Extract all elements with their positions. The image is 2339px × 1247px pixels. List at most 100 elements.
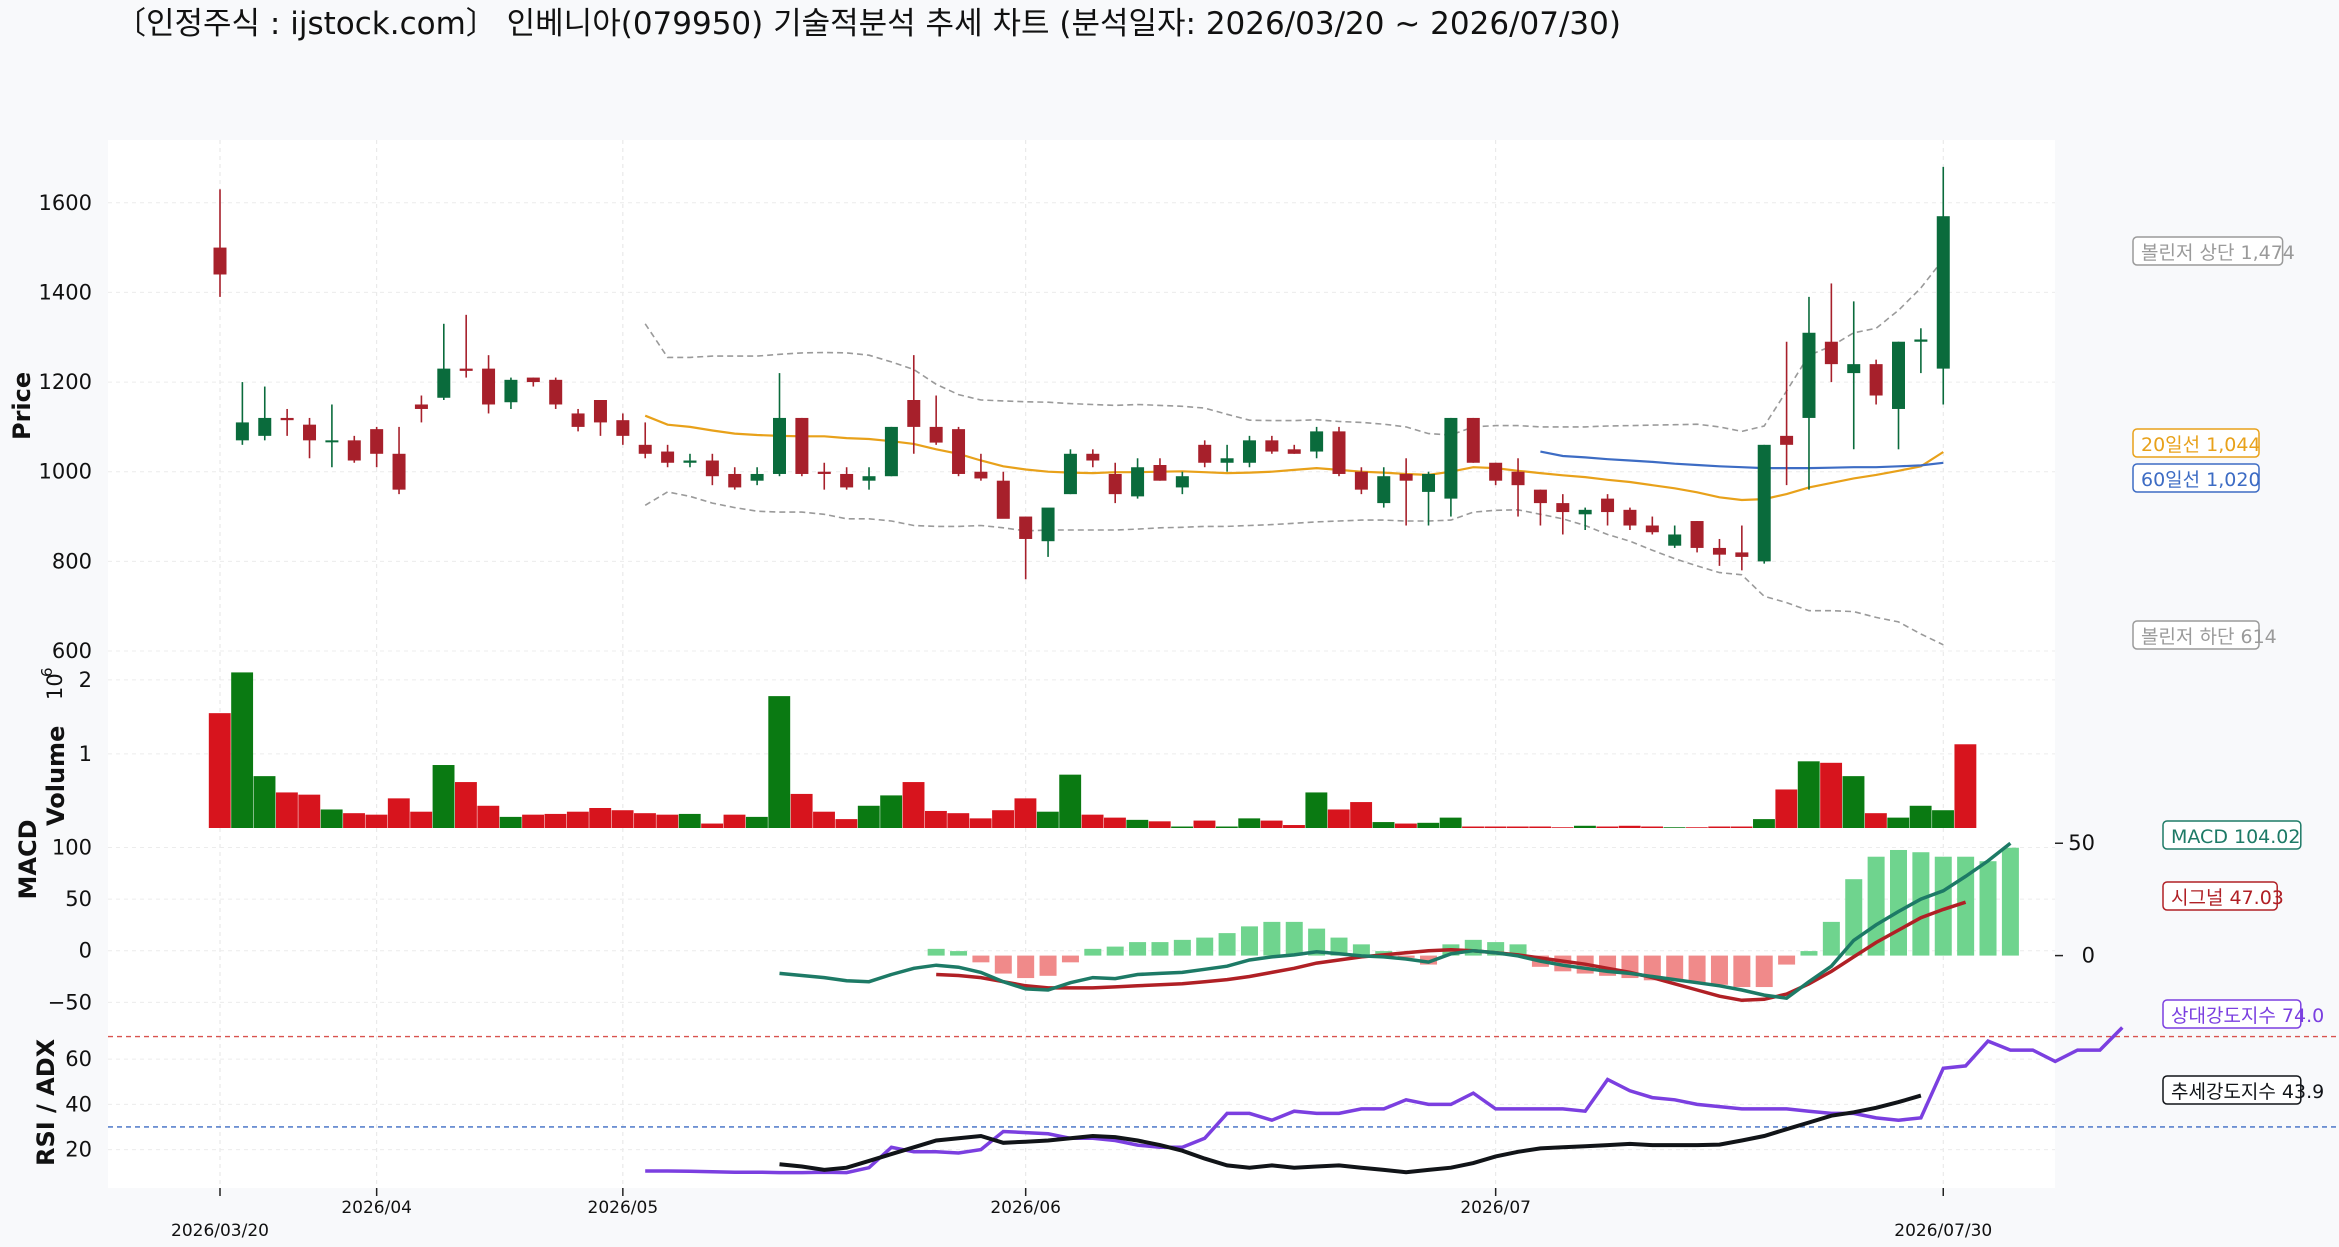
signal-value-label: 시그널 47.03	[2162, 881, 2284, 911]
volume-bar	[1283, 825, 1305, 828]
candle-body	[862, 476, 876, 481]
volume-bar	[1551, 827, 1574, 828]
candle-body	[907, 400, 921, 427]
price-axis-label: Price	[8, 372, 36, 440]
candle-body	[303, 424, 317, 441]
volume-bar	[1842, 776, 1865, 828]
macd-histogram-bar	[1710, 955, 1728, 985]
macd-hist-tick-label: 50	[2068, 831, 2095, 855]
candle-body	[1489, 462, 1503, 481]
macd-histogram-bar	[1912, 852, 1930, 956]
candle-body	[1175, 476, 1189, 488]
macd-histogram-bar	[1822, 921, 1840, 956]
x-tick-label: 2026/03/20	[171, 1221, 269, 1241]
candle-body	[1847, 364, 1861, 374]
volume-bar	[1730, 826, 1753, 828]
volume-bar	[745, 816, 768, 828]
ma60-label-box	[2132, 463, 2260, 493]
volume-bar	[1104, 817, 1126, 828]
volume-bar	[1573, 825, 1596, 828]
candle-body	[974, 471, 988, 479]
x-tick-label: 2026/05	[588, 1198, 659, 1218]
volume-bar	[365, 814, 388, 828]
volume-bar	[522, 814, 545, 828]
macd-histogram-bar	[1061, 955, 1079, 963]
candle-body	[1712, 547, 1726, 555]
volume-bar	[343, 813, 365, 828]
candle-body	[1556, 503, 1570, 513]
volume-bar	[544, 813, 567, 828]
volume-bar	[387, 798, 410, 828]
candle-body	[840, 473, 854, 488]
volume-bar	[1954, 744, 1977, 828]
volume-bar	[924, 810, 947, 828]
candle-body	[280, 417, 294, 421]
volume-bar	[1484, 826, 1507, 828]
volume-bar	[589, 807, 612, 828]
candle-body	[504, 379, 518, 403]
candle-body	[325, 440, 339, 443]
macd-panel	[779, 841, 2019, 1003]
candle-body	[661, 451, 675, 463]
grid	[108, 140, 2055, 1188]
volume-tick-label: 1	[79, 742, 92, 766]
macd-histogram-bar	[1845, 879, 1863, 956]
candle-body	[1690, 521, 1704, 548]
macd-histogram-bar	[1733, 955, 1751, 988]
volume-bar	[1596, 826, 1619, 828]
price-tick-label: 600	[52, 639, 92, 663]
volume-bar	[1932, 810, 1954, 828]
candle-body	[1578, 509, 1592, 515]
macd-histogram-bar	[1509, 944, 1527, 956]
candle-body	[750, 473, 764, 481]
macd-histogram-bar	[950, 951, 968, 956]
rsi-value-label-text: 상대강도지수 74.0	[2171, 1005, 2324, 1027]
volume-bar	[1753, 819, 1775, 828]
candle-body	[482, 368, 496, 405]
price-tick-label: 1600	[39, 191, 92, 215]
price-tick-label: 1000	[39, 460, 92, 484]
candle-body	[1220, 458, 1234, 463]
volume-bar	[656, 814, 679, 828]
candle-body	[571, 413, 585, 427]
candle-body	[996, 480, 1010, 519]
macd-hist-tick-label: 0	[2082, 944, 2095, 968]
bb-lower-label: 볼린저 하단 614	[2132, 620, 2277, 650]
candle-body	[414, 404, 428, 409]
volume-bar	[1394, 823, 1417, 828]
volume-bar	[1506, 826, 1529, 828]
macd-histogram-bar	[1397, 955, 1415, 958]
volume-bar	[1193, 820, 1216, 828]
volume-bar	[1260, 820, 1283, 828]
volume-bar	[253, 776, 276, 828]
volume-bar	[1820, 762, 1843, 828]
rsi-tick-label: 20	[65, 1138, 92, 1162]
bb-upper-label: 볼린저 상단 1,474	[2132, 236, 2295, 266]
volume-bar	[499, 816, 522, 828]
candle-body	[1242, 440, 1256, 463]
volume-bar	[813, 811, 835, 828]
volume-tick-label: 2	[79, 668, 92, 692]
candle-body	[1422, 473, 1436, 492]
macd-histogram-bar	[1330, 937, 1348, 956]
volume-bar	[701, 823, 724, 828]
volume-bar	[1618, 825, 1641, 828]
volume-bar	[1036, 811, 1059, 828]
volume-bar	[835, 819, 858, 828]
volume-bar	[298, 794, 321, 828]
chart-title: 〔인정주식 : ijstock.com〕 인베니아(079950) 기술적분석 …	[115, 6, 1621, 42]
macd-histogram-bar	[1308, 928, 1326, 956]
volume-bar	[477, 805, 500, 828]
volume-bar	[1529, 826, 1552, 828]
macd-value-label: MACD 104.02	[2162, 820, 2302, 850]
x-tick-label: 2026/04	[341, 1198, 412, 1218]
macd-tick-label: 50	[65, 887, 92, 911]
volume-bar	[1685, 827, 1708, 828]
rsi-adx-axis-label: RSI / ADX	[32, 1038, 60, 1166]
candle-body	[1892, 341, 1905, 409]
candle-body	[1645, 525, 1659, 533]
candle-body	[1153, 465, 1167, 481]
candle-body	[1914, 339, 1928, 342]
candle-body	[1131, 467, 1145, 497]
ma60-label: 60일선 1,020	[2132, 463, 2261, 493]
